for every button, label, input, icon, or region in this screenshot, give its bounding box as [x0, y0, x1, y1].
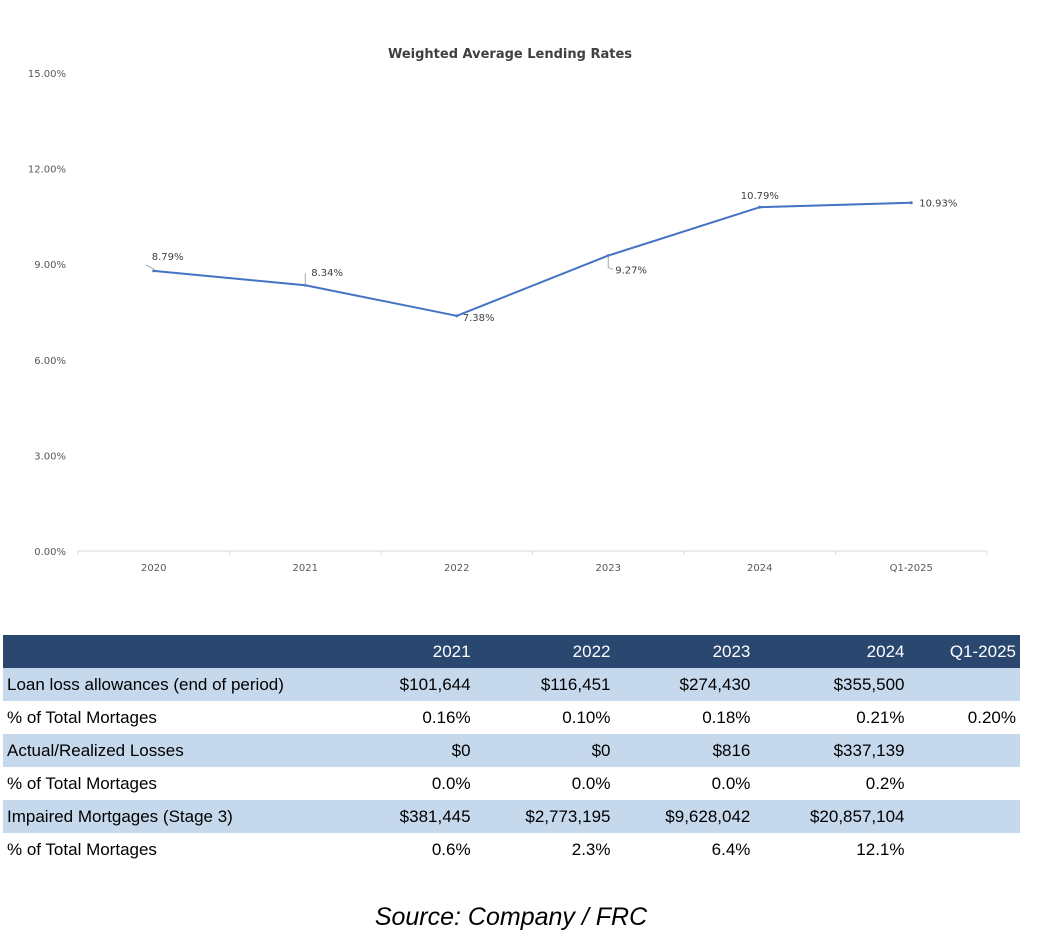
- table-row: Impaired Mortgages (Stage 3) $381,445 $2,7…: [3, 800, 1020, 833]
- y-tick-label: 9.00%: [34, 260, 66, 271]
- table-cell: $0: [356, 734, 475, 767]
- table-cell: 0.2%: [865, 773, 905, 793]
- column-header: 2023: [614, 635, 755, 668]
- table-cell: $337,139: [754, 734, 909, 767]
- row-label: % of Total Mortages: [7, 839, 157, 859]
- y-axis: 0.00% 3.00% 6.00% 9.00% 12.00% 15.00%: [28, 69, 66, 558]
- row-label: % of Total Mortages: [7, 707, 157, 727]
- table-row: % of Total Mortages 0.6% 2.3% 6.4% 12.1%: [3, 833, 1020, 866]
- x-tick-label: 2023: [596, 563, 621, 574]
- label-leader-line: [607, 255, 614, 271]
- table-cell: [908, 668, 1020, 701]
- y-tick-label: 12.00%: [28, 165, 66, 176]
- table-cell: $9,628,042: [614, 800, 755, 833]
- label-leader-line: [145, 264, 154, 270]
- data-label: 7.38%: [463, 313, 495, 324]
- table-cell: 0.18%: [702, 707, 751, 727]
- table-cell: [909, 833, 1021, 866]
- table-cell: $274,430: [614, 668, 755, 701]
- y-tick-label: 3.00%: [34, 451, 66, 462]
- table-cell: 0.21%: [856, 707, 905, 727]
- y-tick-label: 0.00%: [34, 547, 66, 558]
- data-label: 8.79%: [152, 252, 184, 263]
- table-cell: 12.1%: [856, 839, 905, 859]
- data-label: 10.79%: [741, 191, 779, 202]
- table-cell: 6.4%: [711, 839, 751, 859]
- loan-metrics-table: 2021 2022 2023 2024 Q1-2025 Loan loss allowa…: [3, 635, 1020, 866]
- row-label: Actual/Realized Losses: [3, 734, 356, 767]
- table-row: % of Total Mortages 0.0% 0.0% 0.0% 0.2%: [3, 767, 1020, 800]
- table-cell: [908, 800, 1020, 833]
- table-cell: $381,445: [356, 800, 475, 833]
- table-cell: $20,857,104: [754, 800, 909, 833]
- data-point: [758, 205, 762, 209]
- table-cell: 0.10%: [562, 707, 611, 727]
- line-chart: Weighted Average Lending Rates 0.00% 3.00…: [28, 47, 988, 574]
- table-cell: $116,451: [474, 668, 615, 701]
- x-tick-label: Q1-2025: [890, 563, 933, 574]
- column-header: 2022: [474, 635, 615, 668]
- table-cell: [909, 767, 1021, 800]
- y-tick-label: 15.00%: [28, 69, 66, 80]
- table-cell: 2.3%: [571, 839, 611, 859]
- table-cell: $101,644: [356, 668, 475, 701]
- table-header-row: 2021 2022 2023 2024 Q1-2025: [3, 635, 1020, 668]
- row-label: Impaired Mortgages (Stage 3): [3, 800, 356, 833]
- row-label: % of Total Mortages: [7, 773, 157, 793]
- data-point: [455, 314, 459, 318]
- chart-title: Weighted Average Lending Rates: [388, 47, 632, 62]
- table-cell: 0.6%: [431, 839, 471, 859]
- table-cell: [908, 734, 1020, 767]
- table-body: Loan loss allowances (end of period) $101…: [3, 668, 1020, 866]
- table-cell: 0.0%: [711, 773, 751, 793]
- table-cell: $0: [474, 734, 615, 767]
- table-row: % of Total Mortages 0.16% 0.10% 0.18% 0.21% 0…: [3, 701, 1020, 734]
- source-note: Source: Company / FRC: [374, 903, 648, 931]
- data-point: [152, 269, 156, 273]
- x-tick-label: 2020: [141, 563, 166, 574]
- x-tick-label: 2024: [747, 563, 772, 574]
- column-header: 2024: [754, 635, 909, 668]
- table-cell: $816: [614, 734, 755, 767]
- y-tick-label: 6.00%: [34, 356, 66, 367]
- table-row: Loan loss allowances (end of period) $101…: [3, 668, 1020, 701]
- table-row: Actual/Realized Losses $0 $0 $816 $337,139: [3, 734, 1020, 767]
- data-point: [909, 201, 913, 205]
- data-label: 8.34%: [311, 268, 343, 279]
- x-axis: 2020 2021 2022 2023 2024 Q1-2025: [77, 550, 988, 574]
- series-layer: 8.79% 8.34% 7.38% 9.27% 10.79% 10.93%: [145, 191, 957, 324]
- data-label: 9.27%: [615, 266, 647, 277]
- column-header: Q1-2025: [908, 635, 1020, 668]
- series-line: [153, 201, 912, 317]
- table-cell: $355,500: [754, 668, 909, 701]
- column-header: 2021: [356, 635, 475, 668]
- table-cell: 0.20%: [967, 707, 1016, 727]
- table-cell: 0.0%: [571, 773, 611, 793]
- table-cell: 0.0%: [431, 773, 471, 793]
- x-tick-label: 2021: [293, 563, 318, 574]
- x-tick-label: 2022: [444, 563, 469, 574]
- data-label: 10.93%: [919, 199, 957, 210]
- table-cell: $2,773,195: [474, 800, 615, 833]
- table-cell: 0.16%: [422, 707, 471, 727]
- header-blank: [3, 635, 356, 668]
- row-label: Loan loss allowances (end of period): [3, 668, 356, 701]
